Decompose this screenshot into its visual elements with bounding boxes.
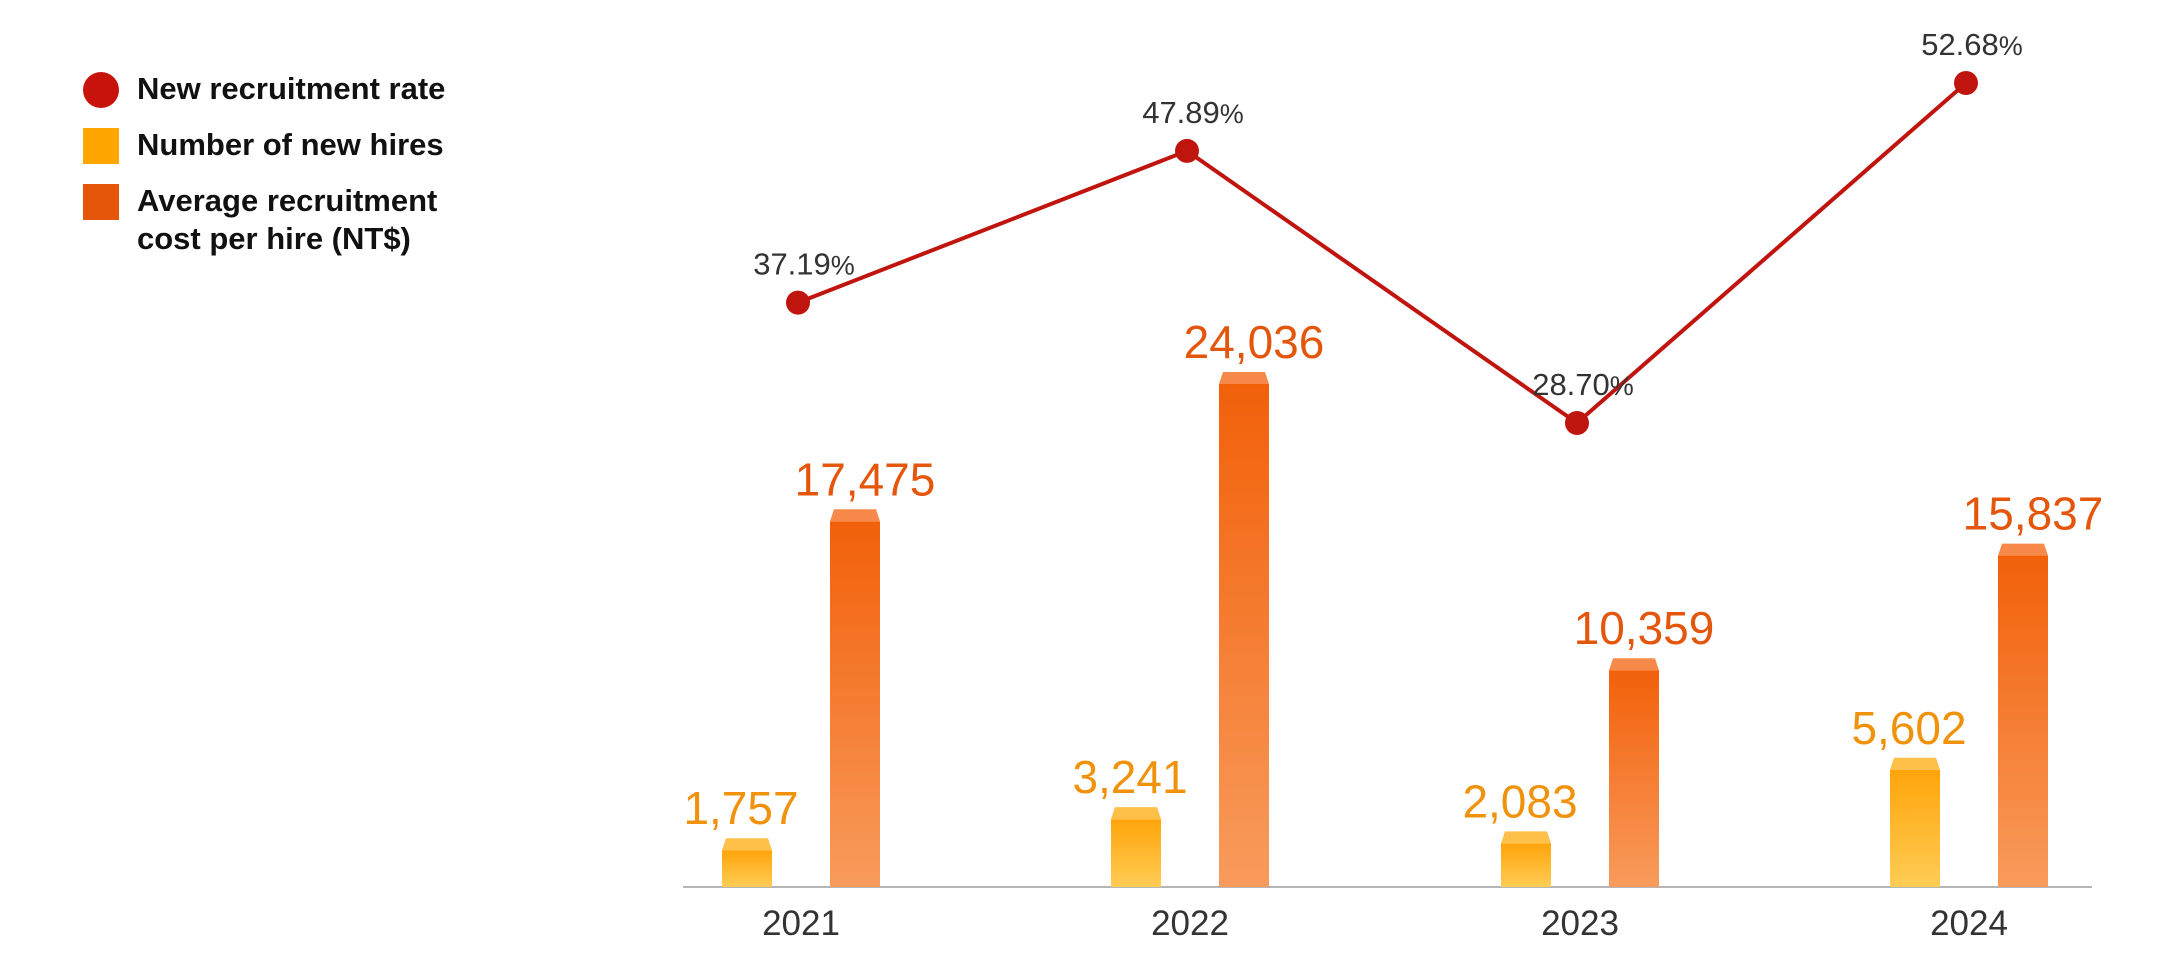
recruitment-rate-label: 47.89%: [1142, 95, 1244, 130]
x-tick-label: 2023: [1541, 904, 1619, 943]
legend-marker-square-icon: [83, 184, 119, 220]
legend-label: New recruitment rate: [137, 71, 446, 106]
x-tick-label: 2024: [1930, 904, 2008, 943]
labels-layer: 1,757 17,475 3,241 24,036 2,083 10,359 5,602 15…: [683, 27, 2103, 834]
rate-unit: %: [1999, 31, 2023, 61]
new-hires-bar-cap: [1501, 831, 1551, 844]
recruitment-rate-point: [1175, 138, 1199, 163]
recruitment-cost-bar: [830, 521, 880, 887]
line-layer: [786, 71, 1978, 435]
x-tick-label: 2022: [1151, 904, 1229, 943]
recruitment-rate-point: [1565, 411, 1589, 435]
x-tick-labels: 2021 2022 2023 2024: [762, 904, 2008, 943]
legend-label: Average recruitment cost per hire (NT$): [137, 183, 438, 256]
recruitment-cost-bar: [1609, 670, 1659, 887]
recruitment-cost-bar-cap: [1609, 658, 1659, 671]
legend-label: Number of new hires: [137, 127, 444, 162]
new-hires-bar-cap: [722, 838, 772, 851]
rate-value: 47.89: [1142, 95, 1220, 130]
rate-unit: %: [831, 251, 855, 281]
new-hires-bar: [1890, 769, 1940, 887]
legend-item-recruitment-cost: Average recruitment cost per hire (NT$): [83, 182, 503, 258]
legend-item-recruitment-rate: New recruitment rate: [83, 70, 503, 108]
recruitment-cost-bar-cap: [1219, 372, 1269, 384]
recruitment-cost-data-label: 24,036: [1184, 316, 1325, 368]
new-hires-bar: [1111, 819, 1161, 887]
new-hires-bar: [1501, 843, 1551, 887]
legend-marker-circle-icon: [83, 72, 119, 108]
new-hires-bar: [722, 850, 772, 887]
x-tick-label: 2021: [762, 904, 840, 943]
new-hires-bar-cap: [1111, 807, 1161, 820]
recruitment-cost-data-label: 15,837: [1963, 488, 2104, 540]
recruitment-cost-data-label: 10,359: [1574, 602, 1715, 654]
rate-unit: %: [1220, 99, 1244, 129]
recruitment-rate-point: [1954, 71, 1978, 95]
legend-marker-square-icon: [83, 128, 119, 164]
recruitment-cost-bar-cap: [1998, 543, 2048, 556]
new-hires-data-label: 1,757: [683, 782, 798, 834]
bars-layer: [722, 372, 2048, 887]
new-hires-data-label: 3,241: [1072, 751, 1187, 803]
recruitment-rate-label: 52.68%: [1921, 27, 2023, 62]
recruitment-rate-label: 28.70%: [1532, 367, 1634, 402]
rate-value: 52.68: [1921, 27, 1999, 62]
recruitment-cost-bar: [1219, 384, 1269, 887]
new-hires-bar-cap: [1890, 757, 1940, 770]
rate-value: 37.19: [753, 247, 831, 282]
recruitment-rate-label: 37.19%: [753, 247, 855, 282]
recruitment-cost-data-label: 17,475: [795, 453, 936, 505]
new-hires-data-label: 2,083: [1462, 775, 1577, 827]
recruitment-rate-point: [786, 290, 810, 315]
rate-value: 28.70: [1532, 367, 1610, 402]
new-hires-data-label: 5,602: [1851, 702, 1966, 754]
recruitment-cost-bar: [1998, 555, 2048, 887]
recruitment-rate-line: [797, 81, 1968, 426]
legend-item-new-hires: Number of new hires: [83, 126, 503, 164]
recruitment-cost-bar-cap: [830, 509, 880, 522]
rate-unit: %: [1610, 371, 1634, 401]
legend: New recruitment rate Number of new hires…: [83, 70, 503, 276]
